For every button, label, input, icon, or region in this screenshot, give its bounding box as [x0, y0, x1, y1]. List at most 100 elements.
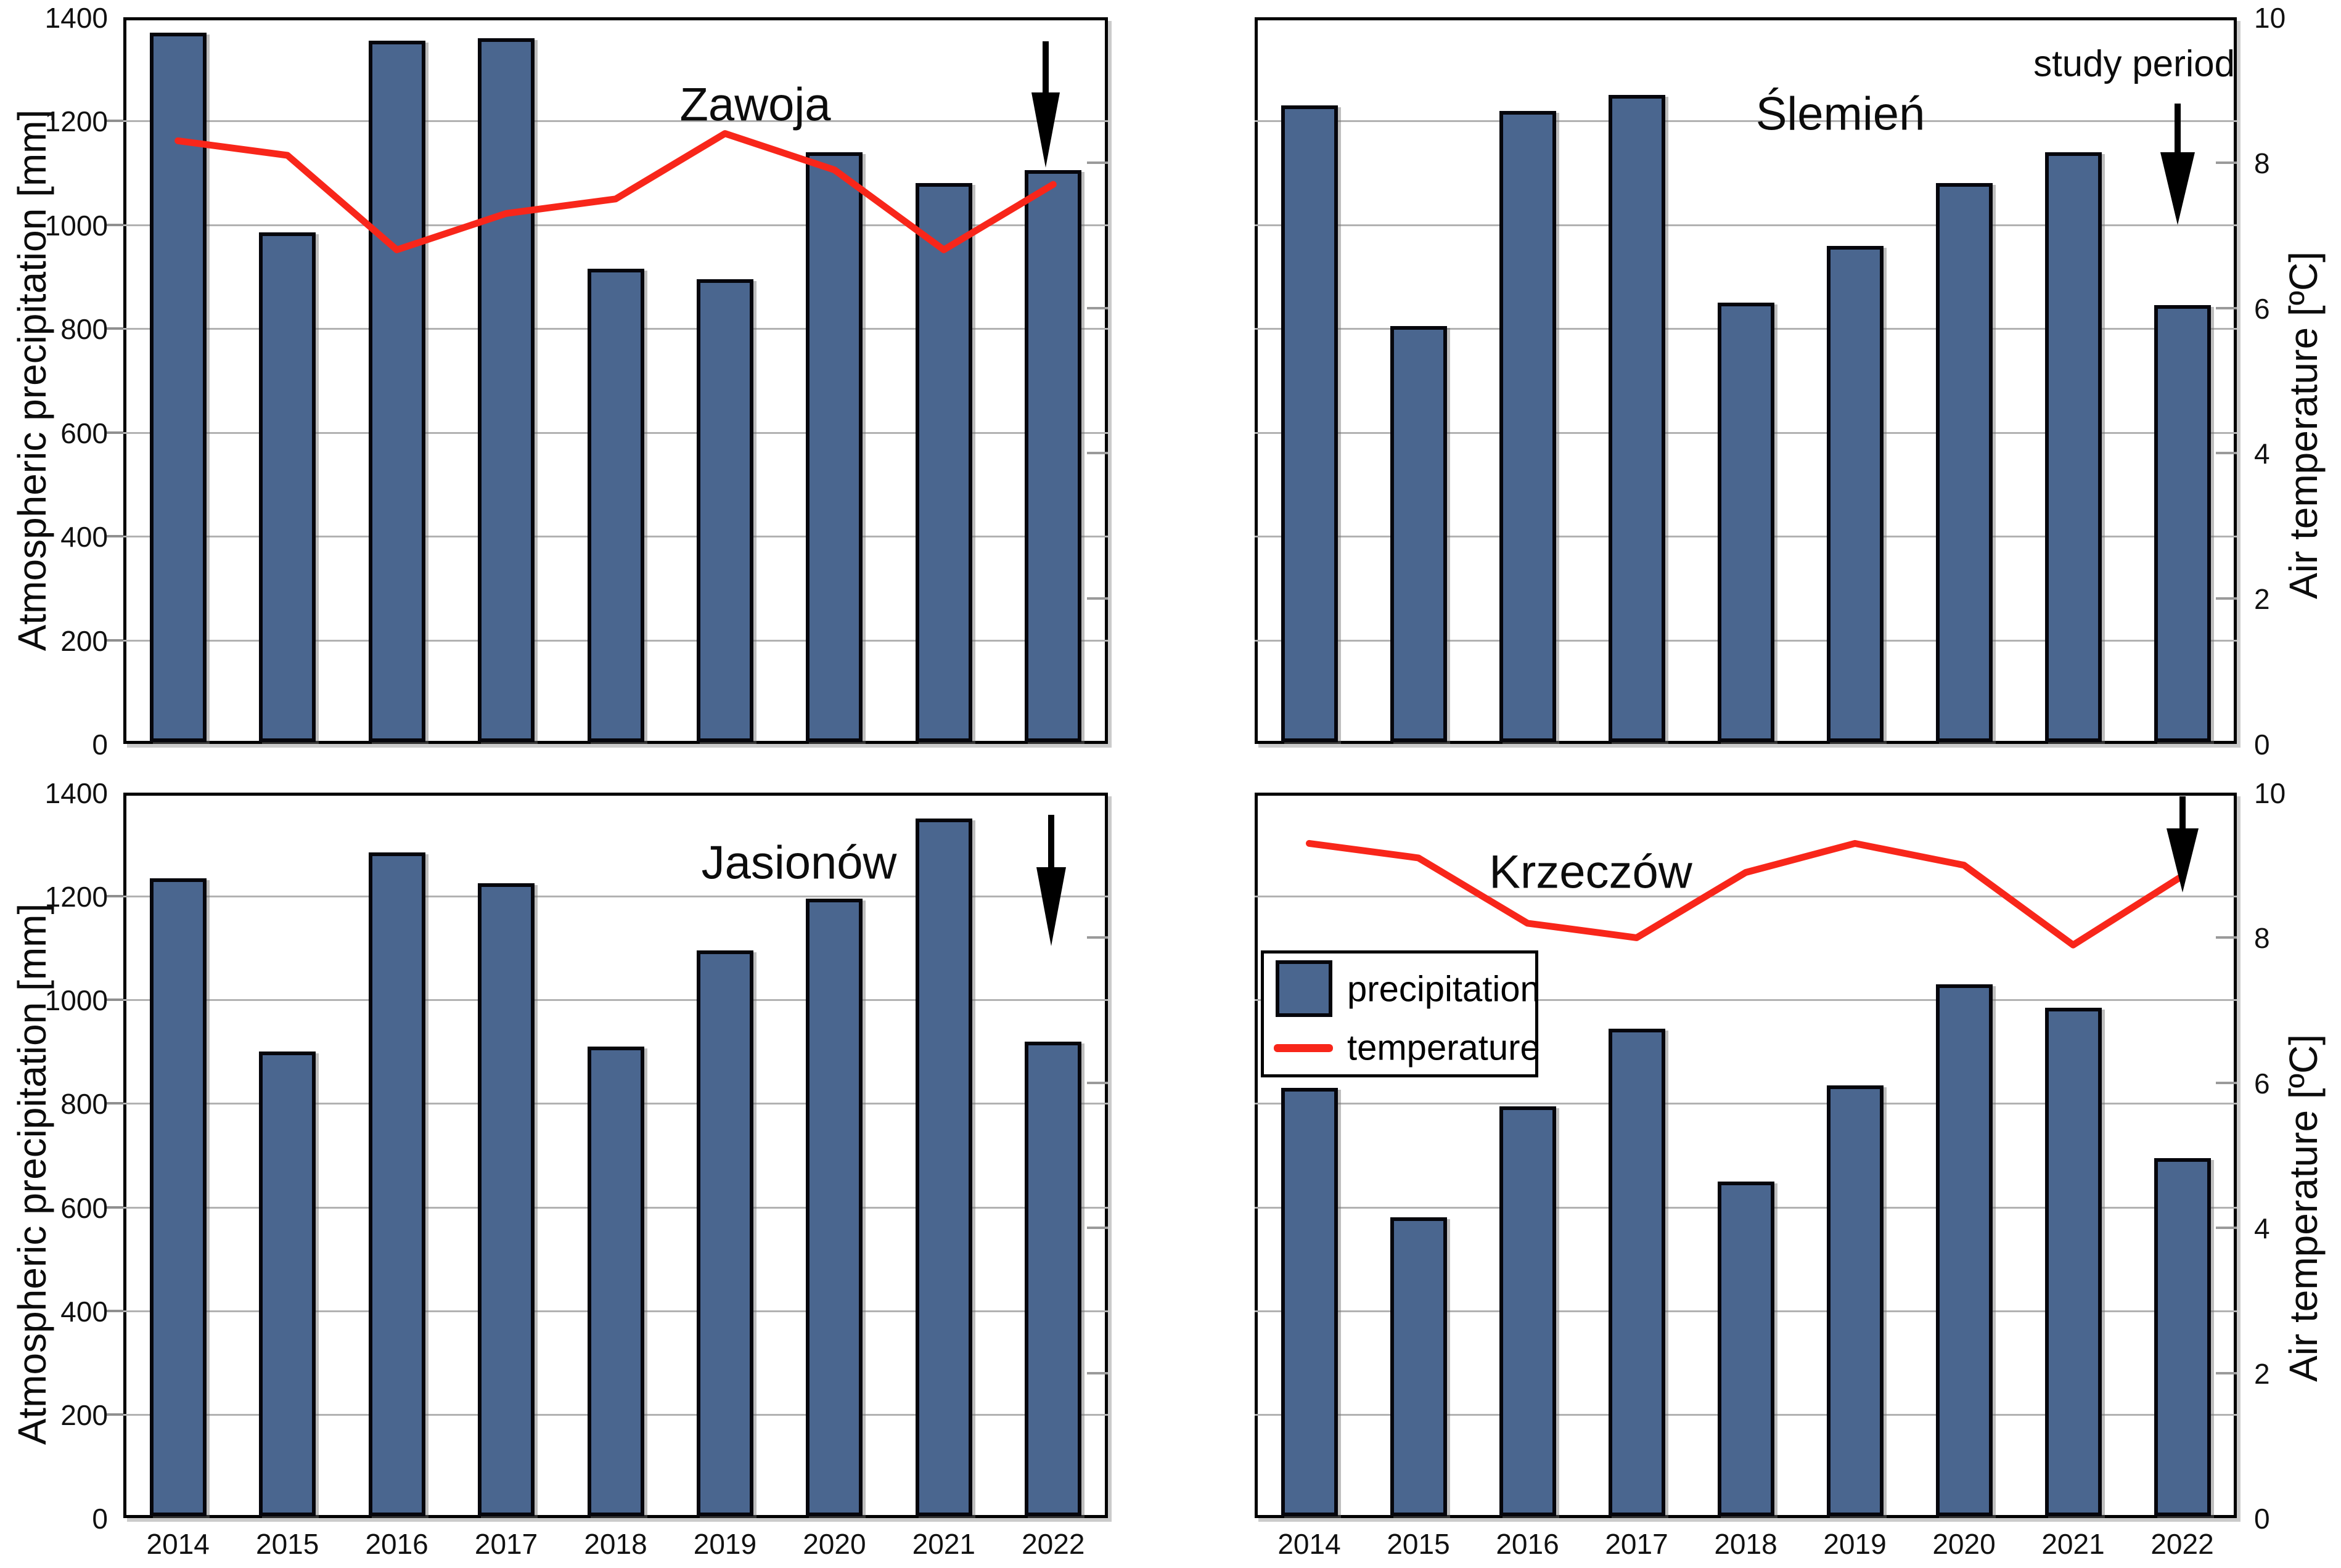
- bar-2016: [1499, 1106, 1556, 1516]
- bar-2021: [2044, 1007, 2102, 1516]
- x-axis-year-label: 2021: [912, 1528, 975, 1560]
- x-axis-year-label: 2019: [693, 1528, 757, 1560]
- y-axis-tick: [106, 1102, 123, 1105]
- y-axis-tick: [106, 1206, 123, 1209]
- bar-2019: [1826, 245, 1884, 742]
- gridline: [123, 999, 1108, 1002]
- y2-axis-tick-label: 4: [2254, 1212, 2270, 1245]
- bar-2016: [368, 40, 425, 742]
- y2-axis-tick: [1087, 1227, 1108, 1230]
- y2-axis-tick-label: 8: [2254, 147, 2270, 179]
- y-axis-tick-label: 1400: [44, 2, 108, 34]
- y2-axis-tick: [2216, 1371, 2237, 1374]
- bar-2021: [2044, 152, 2102, 742]
- bar-2022: [1025, 170, 1082, 742]
- y-axis-tick: [106, 223, 123, 226]
- y2-axis-tick-label: 10: [2254, 777, 2286, 809]
- bar-2016: [368, 852, 425, 1516]
- y-axis-tick: [106, 1309, 123, 1312]
- y-axis-tick: [106, 639, 123, 642]
- bar-2019: [696, 950, 753, 1516]
- x-axis-year-label: 2020: [1932, 1528, 1996, 1560]
- bar-2021: [915, 819, 972, 1516]
- gridline: [123, 120, 1108, 123]
- y-axis-tick-label: 200: [60, 1399, 108, 1431]
- bar-2015: [259, 1051, 316, 1516]
- bar-2022: [1025, 1041, 1082, 1516]
- y-axis-tick-label: 200: [60, 624, 108, 657]
- bar-2018: [587, 269, 644, 742]
- y2-axis-tick-label: 0: [2254, 729, 2270, 761]
- panel-title: Zawoja: [679, 78, 831, 131]
- gridline: [1255, 1103, 2237, 1105]
- y-axis-tick-label: 1000: [44, 984, 108, 1017]
- gridline: [1255, 999, 2237, 1002]
- study-period-label: study period: [2033, 43, 2235, 84]
- x-axis-year-label: 2015: [255, 1528, 319, 1560]
- y-axis-tick-label: 600: [60, 417, 108, 449]
- x-axis-year-label: 2018: [1714, 1528, 1777, 1560]
- panel-title: Krzeczów: [1489, 846, 1692, 899]
- x-axis-year-label: 2020: [803, 1528, 866, 1560]
- bar-2018: [1717, 303, 1774, 742]
- y2-axis-tick-label: 4: [2254, 438, 2270, 470]
- x-axis-year-label: 2021: [2041, 1528, 2105, 1560]
- y-axis-tick-label: 0: [92, 729, 108, 761]
- y-axis-tick-label: 1200: [44, 881, 108, 913]
- gridline: [123, 896, 1108, 898]
- y-axis-tick-label: 800: [60, 313, 108, 346]
- y2-axis-tick: [1087, 1371, 1108, 1374]
- x-axis-year-label: 2014: [1277, 1528, 1341, 1560]
- bar-2014: [149, 878, 207, 1516]
- bar-2017: [478, 38, 535, 742]
- bar-2015: [1390, 1217, 1447, 1516]
- y2-axis-tick: [2216, 306, 2237, 309]
- y-axis-tick: [106, 120, 123, 123]
- bar-2014: [1281, 1088, 1338, 1516]
- y2-axis-tick-label: 2: [2254, 583, 2270, 616]
- y2-axis-tick: [1087, 597, 1108, 600]
- legend-precipitation-label: precipitation: [1347, 969, 1540, 1010]
- y-axis-tick: [106, 895, 123, 898]
- bar-2020: [1935, 984, 1993, 1516]
- bar-2017: [1608, 95, 1665, 742]
- y2-axis-tick-label: 10: [2254, 2, 2286, 34]
- bar-2016: [1499, 110, 1556, 742]
- bar-2014: [1281, 105, 1338, 742]
- y-axis-tick-label: 1400: [44, 777, 108, 809]
- bar-2022: [2154, 1158, 2211, 1516]
- left-axis-title-top: Atmospheric precipitation [mm]: [10, 109, 54, 651]
- y-axis-tick-label: 600: [60, 1191, 108, 1224]
- y-axis-tick: [106, 431, 123, 434]
- x-axis-year-label: 2019: [1823, 1528, 1887, 1560]
- y2-axis-tick: [2216, 1227, 2237, 1230]
- y2-axis-tick: [2216, 936, 2237, 939]
- y2-axis-tick-label: 6: [2254, 1067, 2270, 1100]
- x-axis-year-label: 2022: [1022, 1528, 1085, 1560]
- x-axis-year-label: 2014: [146, 1528, 210, 1560]
- y2-axis-tick: [1087, 161, 1108, 164]
- y-axis-tick: [106, 327, 123, 330]
- panel-title: Ślemień: [1755, 88, 1925, 141]
- bar-2018: [1717, 1181, 1774, 1516]
- x-axis-year-label: 2016: [365, 1528, 428, 1560]
- y-axis-tick-label: 1000: [44, 209, 108, 242]
- x-axis-year-label: 2022: [2150, 1528, 2214, 1560]
- y2-axis-tick-label: 8: [2254, 922, 2270, 955]
- bar-2017: [1608, 1028, 1665, 1516]
- bar-2014: [149, 33, 207, 742]
- legend-temperature-line-icon: [1274, 1044, 1333, 1052]
- bar-2020: [1935, 183, 1993, 742]
- legend-temperature-label: temperature: [1347, 1027, 1540, 1068]
- y2-axis-tick: [2216, 452, 2237, 455]
- bar-2015: [1390, 326, 1447, 742]
- bar-2020: [806, 152, 863, 742]
- x-axis-year-label: 2017: [1605, 1528, 1668, 1560]
- y2-axis-tick-label: 6: [2254, 292, 2270, 325]
- y-axis-tick: [106, 1413, 123, 1416]
- bar-2018: [587, 1046, 644, 1516]
- gridline: [1255, 896, 2237, 898]
- y2-axis-tick: [1087, 306, 1108, 309]
- gridline: [1255, 120, 2237, 123]
